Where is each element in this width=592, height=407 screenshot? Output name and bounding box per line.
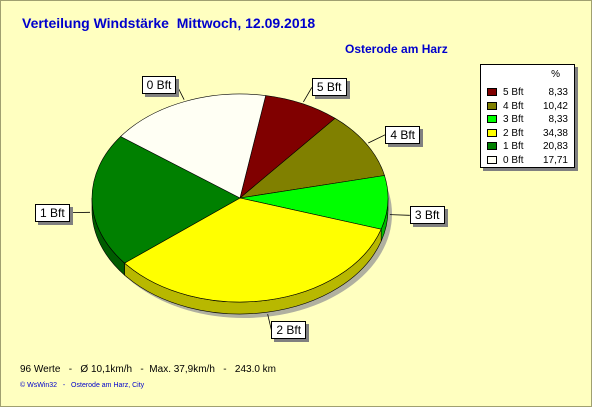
callout-0-bft: 0 Bft [141, 75, 177, 94]
legend-value: 10,42 [542, 100, 568, 112]
legend-swatch [487, 101, 497, 110]
legend-label: 2 Bft [503, 127, 524, 139]
callout-4-bft: 4 Bft [385, 125, 420, 144]
leader-line-3-bft [389, 214, 410, 216]
callout-3-bft: 3 Bft [409, 206, 445, 225]
legend-label: 3 Bft [503, 114, 524, 125]
legend-item: 5 Bft 8,33 [487, 87, 572, 98]
legend-swatch [487, 115, 497, 123]
leader-line-4-bft [368, 134, 386, 144]
leader-line-2-bft [267, 314, 272, 330]
callout-5-bft: 5 Bft [311, 78, 347, 97]
chart-legend: % 5 Bft 8,33 4 Bft 10,42 3 Bft 8,33 2 Bft 34,38… [480, 64, 575, 168]
legend-percent-header: % [551, 69, 560, 80]
legend-value: 17,71 [542, 154, 568, 166]
pie-slice-0-bft [120, 93, 267, 199]
statistics-line: 96 Werte - Ø 10,1km/h - Max. 37,9km/h - … [20, 364, 277, 375]
pie-slice-4-bft [238, 117, 385, 199]
legend-item: 0 Bft 17,71 [487, 155, 572, 166]
legend-swatch [487, 155, 497, 164]
callout-2-bft: 2 Bft [271, 320, 307, 339]
legend-swatch [487, 128, 497, 137]
chart-title: Verteilung Windstärke Mittwoch, 12.09.20… [22, 15, 316, 31]
legend-item: 2 Bft 34,38 [487, 128, 572, 139]
legend-label: 4 Bft [503, 100, 524, 112]
location-subtitle: Osterode am Harz [345, 42, 448, 56]
legend-value: 8,33 [548, 114, 568, 125]
callout-1-bft: 1 Bft [35, 203, 70, 222]
leader-line-5-bft [303, 87, 313, 103]
legend-label: 1 Bft [503, 141, 524, 152]
legend-item: 4 Bft 10,42 [487, 101, 572, 112]
legend-label: 0 Bft [503, 154, 524, 166]
legend-item: 1 Bft 20,83 [487, 141, 572, 152]
legend-value: 34,38 [542, 127, 568, 139]
legend-value: 20,83 [542, 141, 568, 152]
legend-swatch [487, 88, 497, 96]
pie-slice-2-bft [124, 197, 382, 303]
legend-value: 8,33 [548, 87, 568, 98]
leader-line-0-bft [176, 84, 185, 100]
footer-credit: © WsWin32 - Osterode am Harz, City [20, 382, 145, 389]
pie-slice-1-bft [91, 136, 241, 264]
legend-item: 3 Bft 8,33 [487, 114, 572, 125]
legend-swatch [487, 142, 497, 150]
legend-label: 5 Bft [503, 87, 524, 98]
